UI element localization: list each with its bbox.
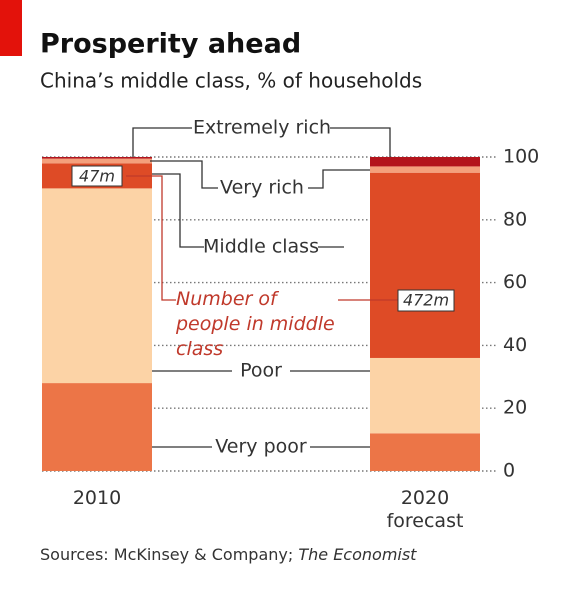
connector: [150, 160, 218, 189]
brand-tag: [0, 0, 22, 56]
chart-title: Prosperity ahead: [40, 29, 301, 60]
y-tick-label: 0: [503, 460, 515, 482]
grid: 0 20 40 60 80 100: [42, 146, 539, 482]
y-tick-label: 60: [503, 271, 527, 293]
legend-label: Very poor: [215, 436, 307, 458]
connectors: [126, 127, 398, 448]
legend-label: Poor: [240, 360, 282, 382]
source-text: Sources: McKinsey & Company;: [40, 545, 294, 564]
legend-label: Middle class: [203, 236, 319, 258]
y-tick-label: 40: [503, 334, 527, 356]
bar-segment: [370, 433, 480, 471]
bar-segment: [370, 157, 480, 167]
bar-segment: [370, 357, 480, 434]
bar-segment: [42, 157, 152, 159]
y-tick-label: 100: [503, 146, 539, 168]
connector: [152, 173, 204, 248]
legend-label: Extremely rich: [193, 117, 331, 139]
bar-segment: [42, 383, 152, 471]
legend-label: Very rich: [220, 177, 304, 199]
connector: [308, 169, 370, 189]
value-label-box: [71, 165, 123, 187]
source-italic: The Economist: [298, 545, 417, 564]
bar-segment: [370, 166, 480, 173]
x-tick-label: 2010: [72, 487, 122, 509]
bar-segment: [370, 172, 480, 358]
value-label: 472m: [403, 291, 449, 310]
source: Sources: McKinsey & Company; The Economi…: [40, 545, 416, 564]
y-tick-label: 20: [503, 397, 527, 419]
connector: [132, 127, 192, 157]
bars: [42, 157, 480, 471]
x-tick-label: 2020 forecast: [386, 487, 464, 532]
connector-people: [126, 175, 176, 301]
annotation: Number of people in middle class: [176, 288, 335, 360]
y-tick-label: 80: [503, 208, 527, 230]
value-label-box: [397, 289, 455, 312]
bar-segment: [42, 158, 152, 164]
connector: [330, 127, 391, 157]
chart-subtitle: China’s middle class, % of households: [40, 69, 422, 93]
value-label: 47m: [79, 167, 115, 186]
bar-segment: [42, 188, 152, 384]
